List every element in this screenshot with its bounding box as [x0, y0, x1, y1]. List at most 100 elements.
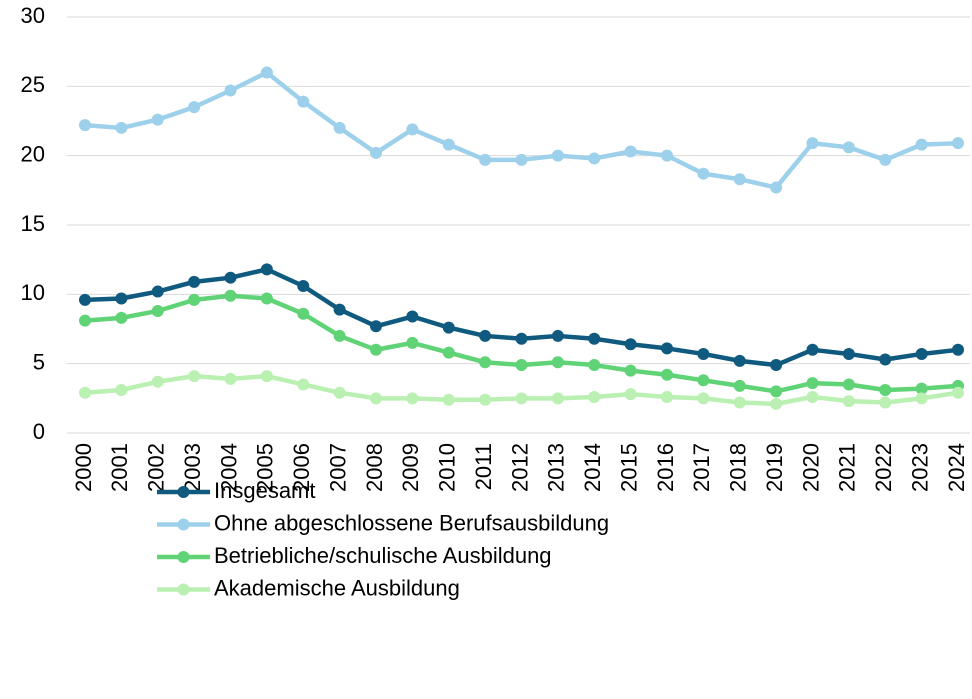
point [697, 347, 710, 360]
point [115, 121, 128, 134]
point [515, 359, 528, 372]
point [770, 397, 783, 410]
legend-label: Betriebliche/schulische Ausbildung [214, 543, 552, 568]
point [260, 66, 273, 79]
point [879, 153, 892, 166]
point [551, 149, 564, 162]
y-tick-label: 10 [21, 280, 45, 305]
point [479, 356, 492, 369]
point [406, 123, 419, 136]
point [770, 359, 783, 372]
point [806, 343, 819, 356]
point [733, 379, 746, 392]
point [551, 356, 564, 369]
legend-marker [177, 486, 190, 498]
point [151, 375, 164, 388]
point [952, 343, 964, 356]
point [442, 321, 455, 334]
legend-label: Ohne abgeschlossene Berufsausbildung [214, 510, 609, 535]
point [370, 320, 382, 333]
x-tick-label: 2021 [835, 443, 860, 492]
x-tick-label: 2011 [471, 443, 496, 490]
point [624, 364, 637, 377]
x-tick-label: 2010 [435, 443, 460, 492]
x-tick-label: 2023 [907, 443, 932, 492]
point [333, 121, 346, 134]
point [442, 393, 455, 406]
point [297, 378, 310, 391]
x-tick-label: 2003 [180, 443, 205, 492]
y-tick-label: 0 [33, 419, 45, 444]
point [188, 101, 201, 114]
point [697, 374, 710, 387]
point [952, 137, 964, 150]
point [406, 310, 419, 323]
point [806, 377, 819, 390]
legend-label: Insgesamt [214, 478, 316, 503]
point [479, 329, 492, 342]
point [370, 392, 382, 405]
point [770, 181, 783, 194]
point [333, 303, 346, 316]
x-tick-label: 2004 [216, 443, 241, 492]
point [188, 275, 201, 288]
x-tick-label: 2006 [289, 443, 314, 492]
point [224, 289, 237, 302]
point [879, 353, 892, 366]
x-tick-label: 2005 [253, 443, 278, 492]
point [879, 384, 892, 397]
point [661, 149, 673, 162]
point [806, 137, 819, 150]
x-tick-label: 2013 [544, 443, 569, 492]
point [515, 332, 528, 345]
point [915, 347, 928, 360]
point [479, 393, 492, 406]
point [842, 347, 855, 360]
x-tick-label: 2012 [507, 443, 532, 492]
point [79, 386, 91, 399]
point [188, 370, 201, 383]
point [842, 395, 855, 408]
point [151, 113, 164, 126]
point [624, 338, 637, 351]
y-tick-label: 30 [21, 3, 45, 28]
point [224, 372, 237, 385]
point [915, 138, 928, 151]
x-tick-label: 2018 [726, 443, 751, 492]
point [515, 392, 528, 405]
point [297, 307, 310, 320]
point [333, 386, 346, 399]
point [260, 370, 273, 383]
legend-marker [177, 518, 190, 531]
point [297, 95, 310, 108]
legend-marker [177, 551, 190, 563]
point [624, 388, 637, 401]
point [260, 263, 273, 276]
point [551, 329, 564, 342]
x-tick-label: 2015 [616, 443, 641, 492]
x-tick-label: 2024 [944, 443, 969, 492]
point [697, 167, 710, 180]
point [260, 292, 273, 305]
point [151, 285, 164, 298]
x-tick-label: 2002 [144, 443, 169, 492]
point [915, 382, 928, 395]
x-tick-label: 2014 [580, 443, 605, 492]
point [224, 84, 237, 97]
x-tick-label: 2001 [107, 443, 132, 492]
x-tick-label: 2016 [653, 443, 678, 492]
x-tick-label: 2000 [71, 443, 96, 492]
point [151, 304, 164, 317]
y-tick-label: 5 [33, 349, 45, 374]
y-tick-label: 15 [21, 211, 45, 236]
y-tick-label: 25 [21, 72, 45, 97]
point [79, 119, 91, 132]
point [224, 271, 237, 284]
x-tick-label: 2019 [762, 443, 787, 492]
point [806, 390, 819, 403]
series-line [84, 267, 959, 368]
point [406, 336, 419, 349]
point [115, 311, 128, 324]
point [115, 292, 128, 305]
